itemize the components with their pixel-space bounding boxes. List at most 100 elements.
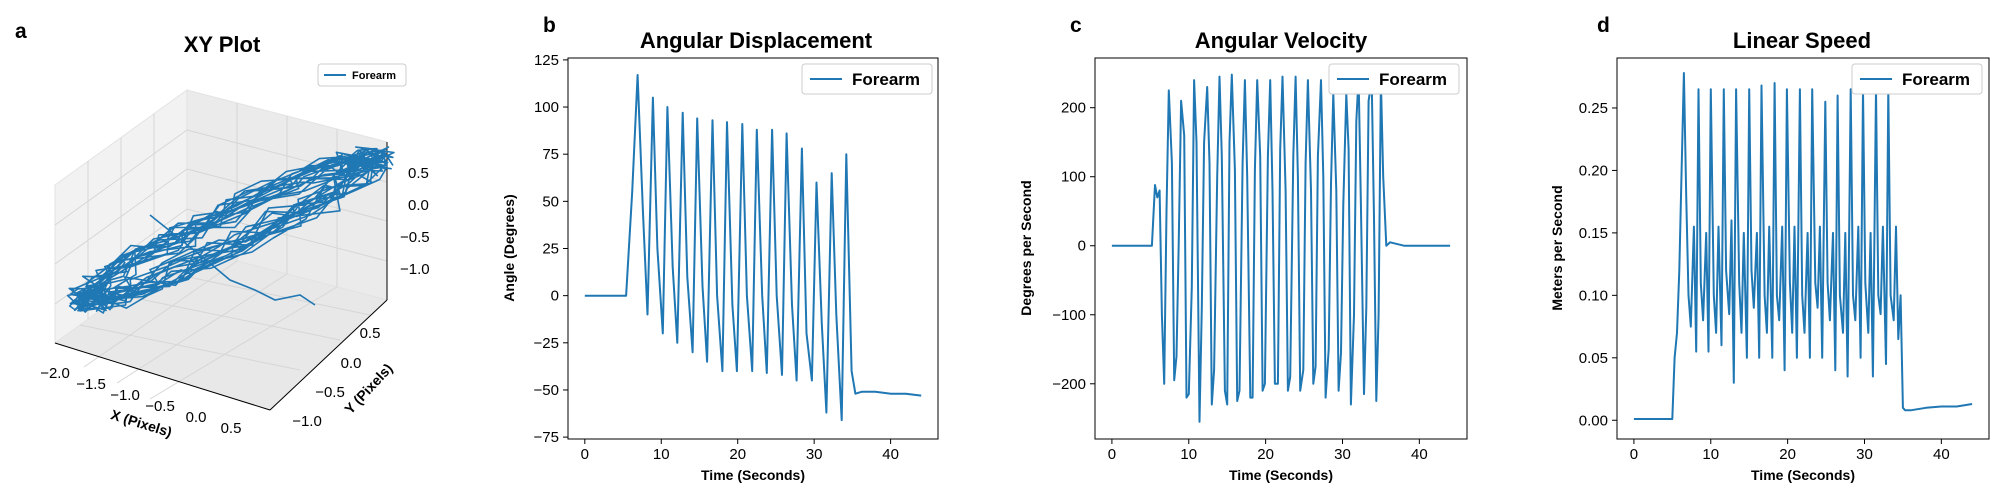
x-tick-label: 30 bbox=[806, 446, 823, 463]
panel-c-title: Angular Velocity bbox=[1195, 28, 1368, 53]
x-tick-label: 0.0 bbox=[186, 409, 207, 426]
x-tick-label: 0 bbox=[1108, 446, 1116, 463]
x-tick-label: 10 bbox=[1180, 446, 1197, 463]
panel-a-title: XY Plot bbox=[184, 32, 261, 57]
x-tick-label: −1.0 bbox=[110, 387, 140, 404]
panel-b-letter: b bbox=[543, 14, 556, 37]
x-tick-label: 20 bbox=[1257, 446, 1274, 463]
x-tick-label: 20 bbox=[729, 446, 746, 463]
z-tick-label: 0.5 bbox=[408, 165, 429, 182]
panel-c-ylabel: Degrees per Second bbox=[1018, 180, 1034, 315]
y-tick-label: −50 bbox=[534, 382, 559, 399]
y-tick-label: 0.25 bbox=[1579, 100, 1608, 117]
y-tick-label: 0.0 bbox=[341, 355, 362, 372]
x-tick-label: 30 bbox=[1334, 446, 1351, 463]
legend-d: Forearm bbox=[1851, 63, 1983, 95]
series-line-forearm-3d-tail bbox=[149, 214, 316, 306]
y-tick-label: −100 bbox=[1052, 307, 1086, 324]
x-tick-label: 0 bbox=[1630, 446, 1638, 463]
panel-c-plot bbox=[1111, 73, 1451, 423]
x-axis-line bbox=[54, 342, 271, 411]
y-axis-line bbox=[269, 299, 388, 411]
panel-c-letter: c bbox=[1070, 14, 1082, 37]
y-tick-label: −200 bbox=[1052, 376, 1086, 393]
y-tick-label: 75 bbox=[542, 146, 559, 163]
legend-a: Forearm bbox=[317, 63, 407, 87]
panel-a: a XY Plot bbox=[15, 20, 430, 440]
panel-b-xlabel: Time (Seconds) bbox=[701, 467, 805, 483]
legend-c-label: Forearm bbox=[1379, 70, 1447, 89]
panel-d-ylabel: Meters per Second bbox=[1549, 185, 1565, 310]
y-tick-label: 0.20 bbox=[1579, 162, 1608, 179]
z-tick-label: −0.5 bbox=[400, 229, 430, 246]
y-tick-label: 0 bbox=[1078, 238, 1086, 255]
panel-a-letter: a bbox=[15, 20, 27, 43]
z-tick-label: −1.0 bbox=[400, 261, 430, 278]
y-tick-label: 0.10 bbox=[1579, 287, 1608, 304]
y-tick-label: 125 bbox=[534, 52, 559, 69]
y-tick-label: 200 bbox=[1061, 100, 1086, 117]
panel-d-ticks: 0 10 20 30 40 0.00 0.05 0.10 0.15 0.20 0.25 bbox=[1579, 100, 1950, 463]
legend-d-box bbox=[1851, 63, 1983, 95]
panel-d-title: Linear Speed bbox=[1733, 28, 1871, 53]
series-line-forearm-3d bbox=[66, 146, 395, 314]
panel-b-title: Angular Displacement bbox=[640, 28, 873, 53]
panel-c: c Angular Velocity 0 10 20 30 40 −200 −100 0 100… bbox=[1018, 14, 1468, 483]
legend-b-label: Forearm bbox=[852, 70, 920, 89]
y-tick-label: 0.00 bbox=[1579, 412, 1608, 429]
series-line-forearm bbox=[1111, 73, 1451, 423]
panel-c-ticks: 0 10 20 30 40 −200 −100 0 100 200 bbox=[1052, 100, 1427, 463]
legend-b-box bbox=[801, 63, 933, 95]
legend-a-box bbox=[317, 63, 407, 87]
x-tick-label: 0.5 bbox=[221, 420, 242, 437]
z-tick-label: 0.0 bbox=[408, 197, 429, 214]
legend-c-box bbox=[1328, 63, 1460, 95]
y-tick-label: 25 bbox=[542, 241, 559, 258]
x-tick-label: 30 bbox=[1856, 446, 1873, 463]
x-tick-label: −2.0 bbox=[40, 365, 70, 382]
y-tick-label: −75 bbox=[534, 429, 559, 446]
panel-b: b Angular Displacement 0 10 20 30 40 −75 −50 −2… bbox=[501, 14, 939, 483]
panel-d-xlabel: Time (Seconds) bbox=[1751, 467, 1855, 483]
series-line-forearm bbox=[584, 74, 922, 422]
x-tick-label: 40 bbox=[882, 446, 899, 463]
panel-d-plot bbox=[1633, 72, 1973, 420]
panel-d: d Linear Speed 0 10 20 30 40 0.00 0.05 0.10 0.15… bbox=[1549, 14, 1990, 483]
x-tick-label: −0.5 bbox=[145, 398, 175, 415]
y-tick-label: 0.15 bbox=[1579, 225, 1608, 242]
panel-c-frame bbox=[1094, 57, 1468, 440]
panel-d-letter: d bbox=[1597, 14, 1610, 37]
trajectory-3d-line bbox=[66, 146, 395, 314]
legend-b: Forearm bbox=[801, 63, 933, 95]
x-tick-label: 10 bbox=[653, 446, 670, 463]
series-line-forearm bbox=[1633, 72, 1973, 420]
x-tick-label: 0 bbox=[581, 446, 589, 463]
z-tick-labels: 0.5 0.0 −0.5 −1.0 bbox=[400, 165, 430, 278]
panel-b-plot bbox=[584, 74, 922, 422]
y-tick-labels: −1.0 −0.5 0.0 0.5 bbox=[292, 325, 380, 430]
x-tick-label: 40 bbox=[1411, 446, 1428, 463]
x-tick-label: 40 bbox=[1933, 446, 1950, 463]
x-tick-label: −1.5 bbox=[76, 376, 106, 393]
y-tick-label: 0.05 bbox=[1579, 350, 1608, 367]
y-tick-label: 0 bbox=[551, 288, 559, 305]
y-tick-label: 100 bbox=[534, 99, 559, 116]
legend-a-label: Forearm bbox=[352, 70, 396, 82]
x-tick-labels: −2.0 −1.5 −1.0 −0.5 0.0 0.5 bbox=[40, 365, 241, 437]
y-tick-label: 100 bbox=[1061, 169, 1086, 186]
panel-b-ticks: 0 10 20 30 40 −75 −50 −25 0 25 50 75 100 125 bbox=[534, 52, 899, 463]
panel-d-frame bbox=[1616, 57, 1990, 440]
y-tick-label: −25 bbox=[534, 335, 559, 352]
y-tick-label: 50 bbox=[542, 193, 559, 210]
y-tick-label: −0.5 bbox=[315, 384, 345, 401]
panel-c-xlabel: Time (Seconds) bbox=[1229, 467, 1333, 483]
y-tick-label: −1.0 bbox=[292, 413, 322, 430]
legend-d-label: Forearm bbox=[1902, 70, 1970, 89]
panel-b-frame bbox=[567, 57, 939, 440]
y-tick-label: 0.5 bbox=[360, 325, 381, 342]
x-tick-label: 10 bbox=[1702, 446, 1719, 463]
panel-b-ylabel: Angle (Degrees) bbox=[501, 194, 517, 301]
x-tick-label: 20 bbox=[1779, 446, 1796, 463]
legend-c: Forearm bbox=[1328, 63, 1460, 95]
